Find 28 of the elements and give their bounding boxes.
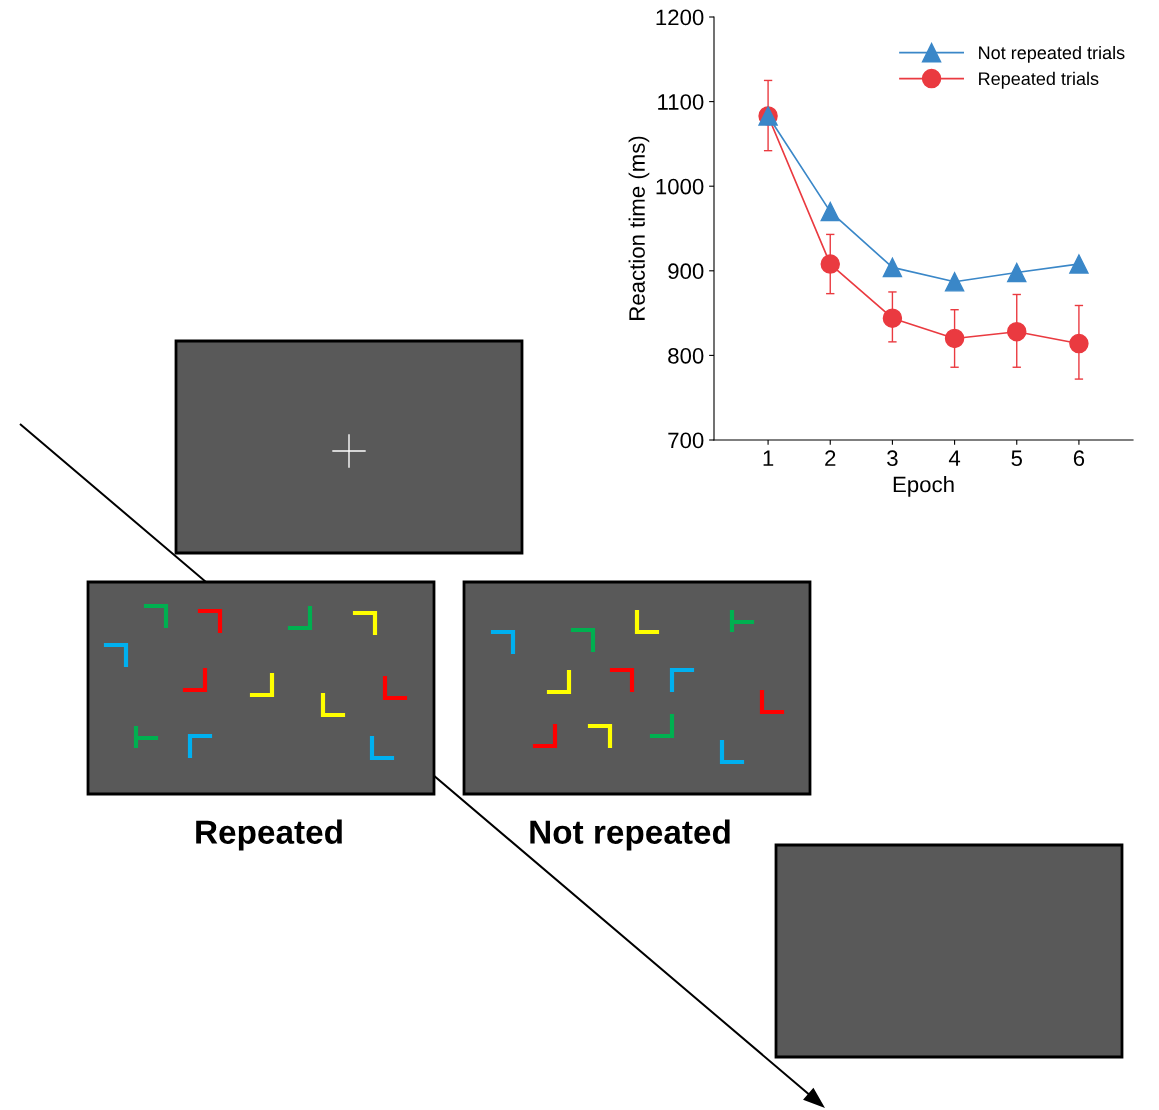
point xyxy=(1007,262,1027,283)
point xyxy=(1069,333,1089,354)
point xyxy=(944,272,965,292)
x-tick-label: 5 xyxy=(1011,450,1022,467)
text: Not repeated xyxy=(530,819,730,851)
y-tick-label: 700 xyxy=(668,432,704,449)
x-tick-label: 3 xyxy=(887,450,898,467)
point xyxy=(944,328,965,349)
point xyxy=(1069,254,1089,274)
point xyxy=(1007,321,1027,342)
y-tick-label: 900 xyxy=(668,263,704,280)
y-tick-label: 800 xyxy=(668,347,704,364)
x-tick-label: 4 xyxy=(948,450,961,466)
legend-label: Not repeated trials xyxy=(979,45,1125,63)
x-axis-title: Epoch xyxy=(893,475,954,497)
legend-label: Repeated trials xyxy=(979,71,1099,89)
x-tick-label: 6 xyxy=(1073,450,1085,467)
point xyxy=(820,254,840,274)
point xyxy=(820,201,840,222)
x-tick-label: 1 xyxy=(763,450,774,466)
y-tick-label: 1200 xyxy=(656,9,704,26)
point xyxy=(882,308,903,328)
y-axis-title: Reaction time (ms) xyxy=(628,136,650,320)
y-tick-label: 1000 xyxy=(656,178,704,195)
x-tick-label: 2 xyxy=(825,450,836,466)
y-tick-label: 1100 xyxy=(658,94,704,110)
point xyxy=(882,257,903,278)
text: Repeated xyxy=(196,819,342,851)
